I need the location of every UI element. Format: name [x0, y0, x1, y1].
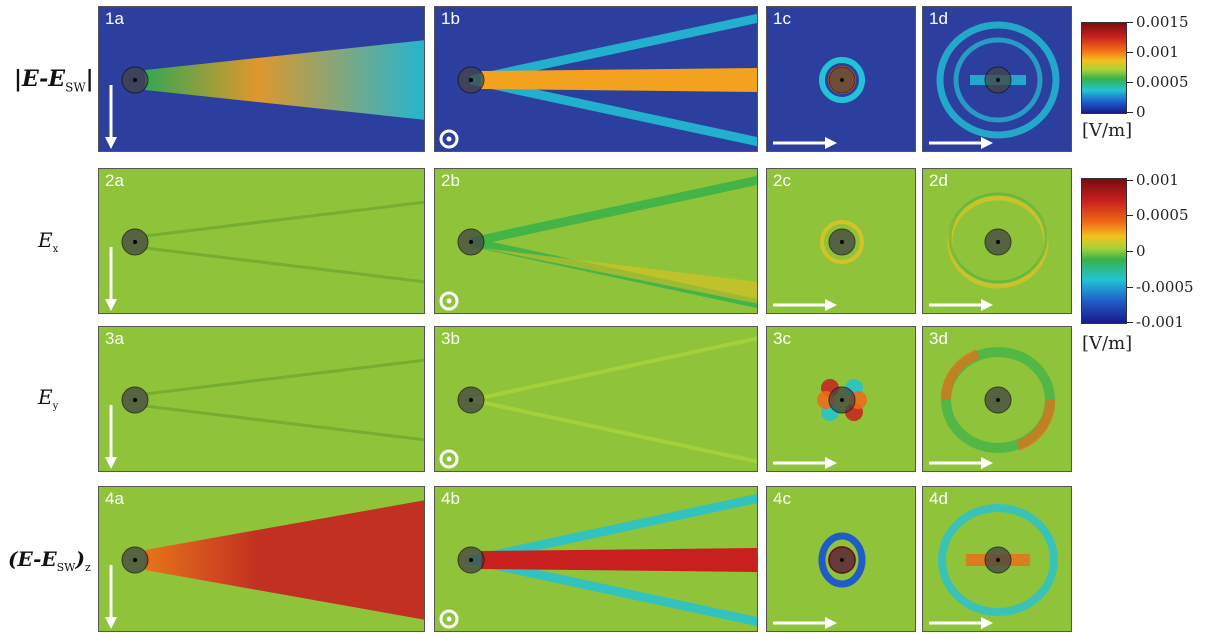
- field-panel-1a: 1a: [98, 6, 425, 152]
- field-panel-1b: 1b: [434, 6, 758, 152]
- colorbar-components: [1081, 178, 1127, 324]
- panel-label: 1d: [929, 9, 948, 28]
- row-label-ez: (E-ESW)z: [8, 547, 91, 574]
- panel-label: 4a: [105, 489, 124, 508]
- field-panel-1c: 1c: [766, 6, 916, 152]
- panel-label: 3c: [773, 329, 791, 348]
- panel-label: 2d: [929, 171, 948, 190]
- panel-label: 4d: [929, 489, 948, 508]
- field-panel-3c: 3c: [766, 326, 916, 472]
- panel-label: 2a: [105, 171, 124, 190]
- colorbar-components-tick: 0: [1136, 242, 1146, 260]
- panel-label: 4c: [773, 489, 791, 508]
- colorbar-magnitude-tick: 0.0005: [1136, 73, 1189, 91]
- field-panel-2b: 2b: [434, 168, 758, 314]
- colorbar-components-tick: 0.001: [1136, 171, 1179, 189]
- field-panel-3d: 3d: [922, 326, 1072, 472]
- panel-label: 3d: [929, 329, 948, 348]
- row-label-ey: Ey: [38, 385, 59, 412]
- field-panel-4b: 4b: [434, 486, 758, 632]
- field-panel-2a: 2a: [98, 168, 425, 314]
- colorbar-magnitude-tick: 0.001: [1136, 43, 1179, 61]
- field-panel-2d: 2d: [922, 168, 1072, 314]
- field-panel-4a: 4a: [98, 486, 425, 632]
- row-label-ex: Ex: [38, 228, 59, 255]
- field-panel-4d: 4d: [922, 486, 1072, 632]
- panel-label: 3b: [441, 329, 460, 348]
- panel-label: 3a: [105, 329, 124, 348]
- field-panel-4c: 4c: [766, 486, 916, 632]
- panel-label: 1a: [105, 9, 124, 28]
- colorbar-components-unit: [V/m]: [1082, 333, 1133, 354]
- colorbar-magnitude-unit: [V/m]: [1082, 120, 1133, 141]
- panel-label: 2c: [773, 171, 791, 190]
- colorbar-magnitude-tick: 0: [1136, 103, 1146, 121]
- colorbar-components-tick: -0.001: [1136, 313, 1185, 331]
- colorbar-components-tick: -0.0005: [1136, 278, 1194, 296]
- field-panel-3b: 3b: [434, 326, 758, 472]
- panel-label: 2b: [441, 171, 460, 190]
- row-label-magnitude: |E-ESW|: [14, 66, 94, 95]
- panel-label: 4b: [441, 489, 460, 508]
- panel-label: 1c: [773, 9, 791, 28]
- colorbar-magnitude: [1081, 22, 1127, 114]
- panel-label: 1b: [441, 9, 460, 28]
- field-panel-1d: 1d: [922, 6, 1072, 152]
- field-panel-3a: 3a: [98, 326, 425, 472]
- colorbar-components-tick: 0.0005: [1136, 206, 1189, 224]
- field-panel-2c: 2c: [766, 168, 916, 314]
- colorbar-magnitude-tick: 0.0015: [1136, 13, 1189, 31]
